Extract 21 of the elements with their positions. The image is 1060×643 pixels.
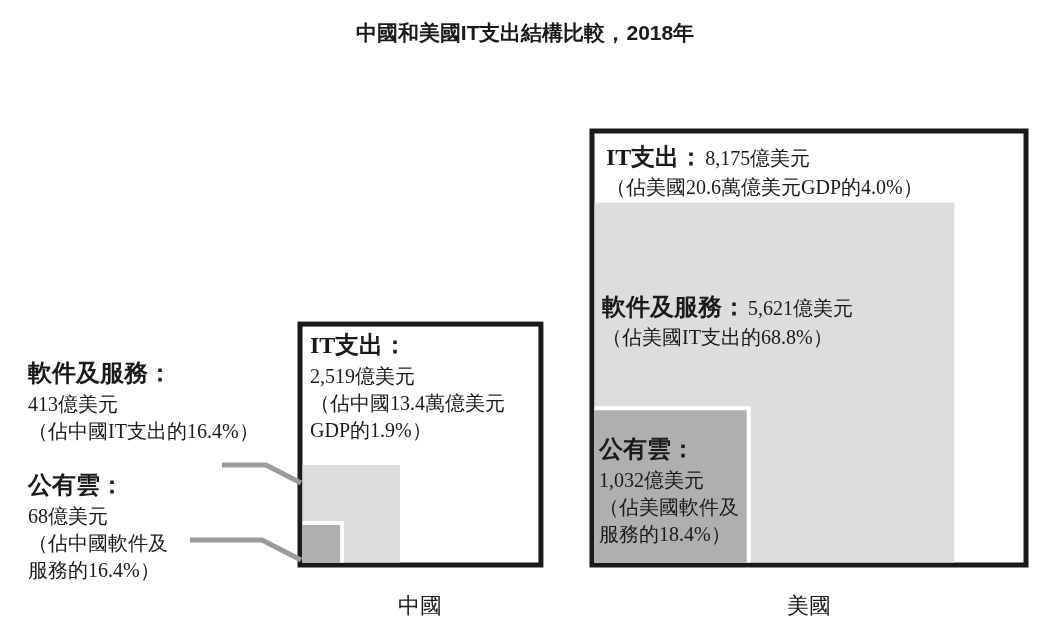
- data-label: 8,175億美元: [705, 147, 811, 169]
- text: （佔中國13.4萬億美元GDP的1.9%）: [310, 392, 505, 441]
- data-label: 413億美元: [28, 393, 118, 415]
- data-label: 1,032億美元: [599, 469, 704, 491]
- text: 中國和美國IT支出結構比較，2018年: [355, 21, 695, 44]
- series-label: IT支出：: [310, 332, 408, 358]
- category-label: 美國: [787, 593, 831, 618]
- text: （佔美國軟件及服務的18.4%）: [599, 496, 739, 545]
- text: （佔中國IT支出的16.4%）: [28, 420, 259, 442]
- text: 公有雲：: [28, 472, 124, 498]
- text: （佔中國軟件及服務的16.4%）: [28, 532, 168, 581]
- text: （佔美國20.6萬億美元GDP的4.0%）: [606, 176, 923, 198]
- text: （佔美國IT支出的68.8%）: [602, 326, 833, 348]
- data-label: 5,621億美元: [748, 297, 853, 319]
- data-label: 2,519億美元: [310, 365, 415, 387]
- series-label: 公有雲：: [598, 436, 695, 462]
- category-label: 中國: [398, 593, 443, 618]
- series-label: 軟件及服務：: [602, 294, 746, 320]
- text: 軟件及服務：: [28, 360, 172, 386]
- text: IT支出：: [606, 144, 704, 170]
- data-label: 68億美元: [28, 505, 108, 527]
